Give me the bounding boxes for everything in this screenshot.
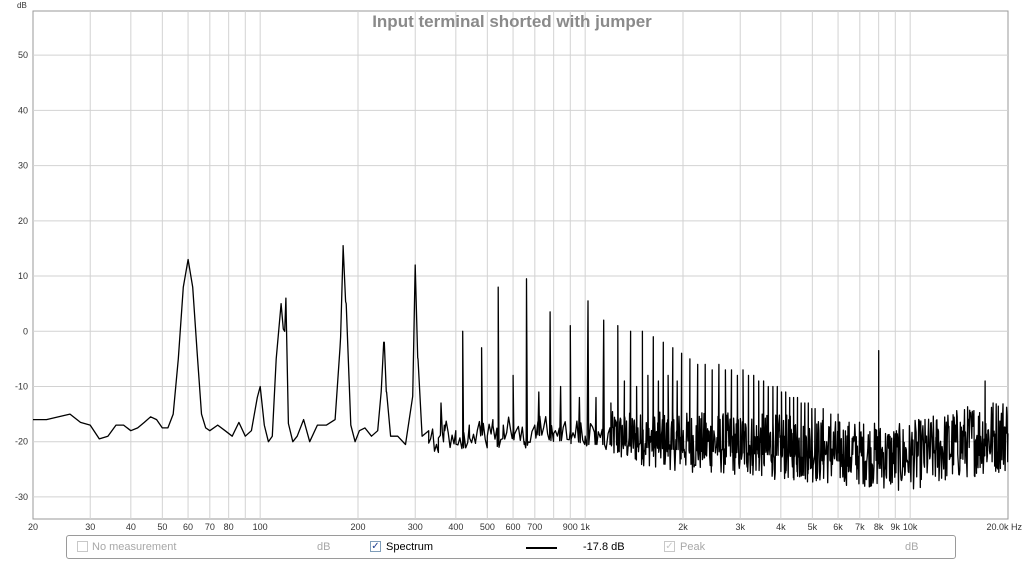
- no-measurement-checkbox[interactable]: [77, 541, 88, 552]
- x-tick-label: 30: [85, 522, 95, 532]
- x-tick-label: 3k: [735, 522, 745, 532]
- spectrum-checkbox[interactable]: ✓: [370, 541, 381, 552]
- x-tick-label: 300: [408, 522, 423, 532]
- x-tick-label: 70: [205, 522, 215, 532]
- y-tick-label: 30: [18, 161, 28, 171]
- x-tick-label: 2k: [678, 522, 688, 532]
- x-tick-label: 20: [28, 522, 38, 532]
- x-tick-labels: 20 30 40 50 60 70 80 100 200 300 400 500 600 700 900 1k…: [28, 522, 1022, 532]
- peak-unit: dB: [905, 541, 919, 553]
- x-tick-label: 9k: [891, 522, 901, 532]
- x-tick-label: 600: [506, 522, 521, 532]
- chart-title: Input terminal shorted with jumper: [372, 12, 652, 31]
- spectrum-value: -17.8 dB: [583, 541, 625, 553]
- y-tick-label: 40: [18, 105, 28, 115]
- x-tick-label: 900: [563, 522, 578, 532]
- y-tick-label: 0: [23, 326, 28, 336]
- y-axis-unit: dB: [17, 1, 27, 10]
- x-tick-label: 50: [157, 522, 167, 532]
- y-tick-labels: 50 40 30 20 10 0 -10 -20 -30: [15, 50, 28, 502]
- no-measurement-unit: dB: [317, 541, 331, 553]
- legend-bar: No measurement dB ✓ Spectrum -17.8 dB ✓ …: [66, 535, 956, 559]
- y-tick-label: -20: [15, 437, 28, 447]
- x-tick-label: 4k: [776, 522, 786, 532]
- x-tick-label: 200: [350, 522, 365, 532]
- x-tick-label: 6k: [833, 522, 843, 532]
- x-tick-label: 40: [126, 522, 136, 532]
- x-tick-label: 700: [527, 522, 542, 532]
- x-tick-label: 10k: [903, 522, 918, 532]
- peak-label: Peak: [680, 541, 706, 553]
- spectrum-trace: [33, 245, 1009, 491]
- x-tick-label: 1k: [580, 522, 590, 532]
- x-tick-label: 8k: [874, 522, 884, 532]
- spectrum-line-swatch: [526, 547, 557, 549]
- no-measurement-label: No measurement: [92, 541, 177, 553]
- spectrum-label: Spectrum: [386, 541, 434, 553]
- y-tick-label: 10: [18, 271, 28, 281]
- x-tick-label: 20.0k Hz: [986, 522, 1022, 532]
- y-tick-label: -10: [15, 381, 28, 391]
- x-tick-label: 100: [253, 522, 268, 532]
- y-tick-label: 20: [18, 216, 28, 226]
- x-tick-label: 400: [448, 522, 463, 532]
- x-tick-label: 80: [224, 522, 234, 532]
- y-tick-label: 50: [18, 50, 28, 60]
- x-tick-label: 7k: [855, 522, 865, 532]
- y-tick-label: -30: [15, 492, 28, 502]
- x-tick-label: 5k: [808, 522, 818, 532]
- x-tick-label: 500: [480, 522, 495, 532]
- peak-checkbox[interactable]: ✓: [664, 541, 675, 552]
- x-tick-label: 60: [183, 522, 193, 532]
